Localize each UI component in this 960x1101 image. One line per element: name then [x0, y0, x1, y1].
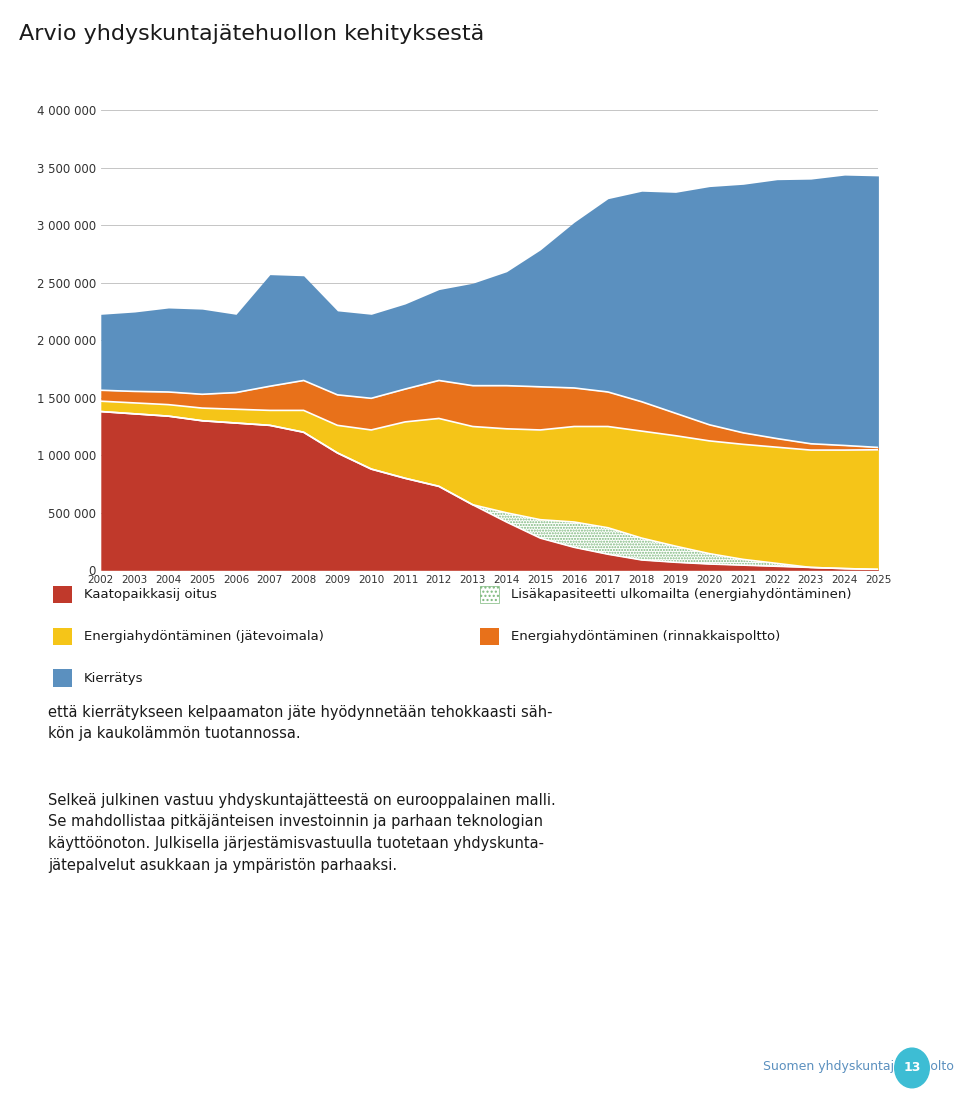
- Text: 13: 13: [903, 1061, 921, 1075]
- Text: Energiahydöntäminen (rinnakkaispoltto): Energiahydöntäminen (rinnakkaispoltto): [511, 630, 780, 643]
- Text: Kaatopaikkasij oitus: Kaatopaikkasij oitus: [84, 588, 216, 601]
- Text: Energiahydöntäminen (jätevoimala): Energiahydöntäminen (jätevoimala): [84, 630, 324, 643]
- Text: Kierrätys: Kierrätys: [84, 672, 143, 685]
- Text: Lisäkapasiteetti ulkomailta (energiahydöntäminen): Lisäkapasiteetti ulkomailta (energiahydö…: [511, 588, 852, 601]
- Text: Suomen yhdyskuntajätehuolto: Suomen yhdyskuntajätehuolto: [763, 1060, 954, 1073]
- Text: Arvio yhdyskuntajätehuollon kehityksestä: Arvio yhdyskuntajätehuollon kehityksestä: [19, 24, 485, 44]
- Text: Selkeä julkinen vastuu yhdyskuntajätteestä on eurooppalainen malli.
Se mahdollis: Selkeä julkinen vastuu yhdyskuntajättees…: [48, 793, 556, 872]
- Text: että kierrätykseen kelpaamaton jäte hyödynnetään tehokkaasti säh-
kön ja kaukolä: että kierrätykseen kelpaamaton jäte hyöd…: [48, 705, 553, 741]
